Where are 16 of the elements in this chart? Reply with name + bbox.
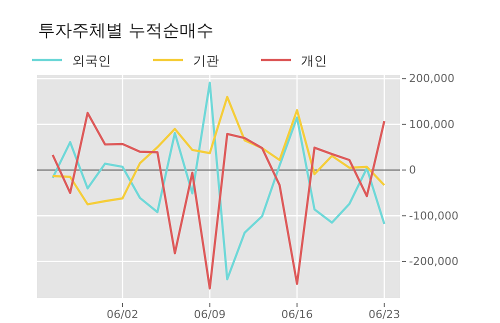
- y-tick-label: -100,000: [409, 209, 458, 222]
- y-tick-label: 0: [409, 164, 416, 177]
- x-tick-label: 06/23: [368, 308, 400, 321]
- y-tick-label: 200,000: [409, 72, 454, 86]
- y-tick-label: -200,000: [409, 254, 458, 268]
- legend-label: 개인: [301, 54, 327, 69]
- line-series: [52, 82, 386, 280]
- x-tick-label: 06/09: [194, 308, 226, 321]
- legend-label: 기관: [193, 54, 219, 69]
- line-series: [52, 96, 386, 206]
- legend-label: 외국인: [72, 54, 111, 69]
- chart-title: 투자주체별 누적순매수: [38, 21, 214, 41]
- line-series: [52, 112, 386, 290]
- x-tick-label: 06/16: [281, 308, 313, 321]
- y-tick-label: 100,000: [409, 118, 454, 131]
- x-tick-label: 06/02: [106, 308, 138, 321]
